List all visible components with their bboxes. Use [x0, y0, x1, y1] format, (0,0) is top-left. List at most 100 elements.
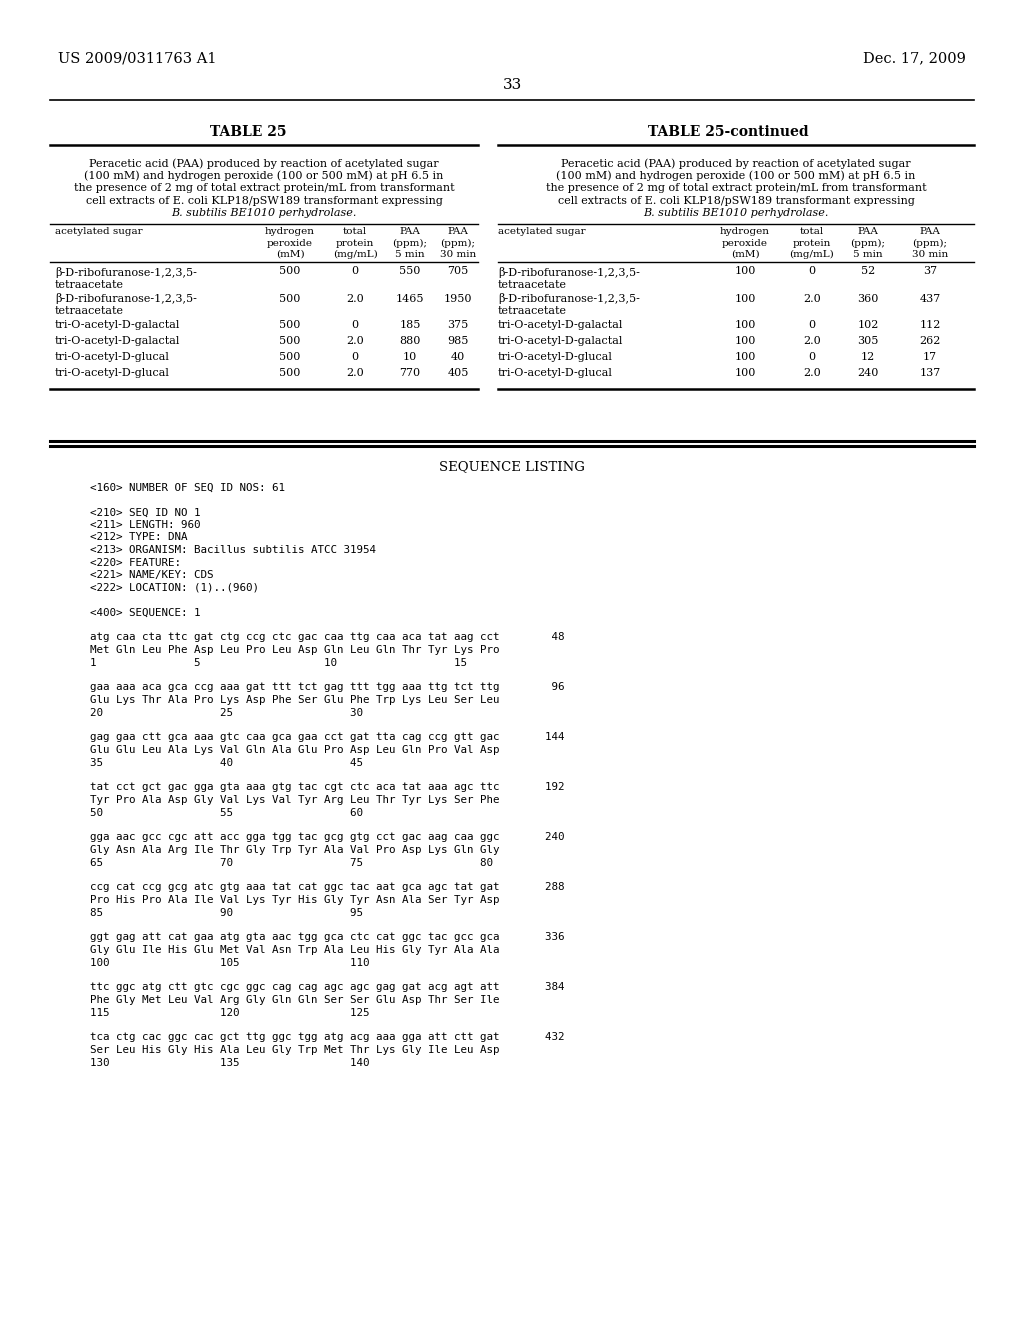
Text: PAA
(ppm);
30 min: PAA (ppm); 30 min [440, 227, 476, 259]
Text: tri-O-acetyl-D-galactal: tri-O-acetyl-D-galactal [498, 321, 624, 330]
Text: TABLE 25: TABLE 25 [210, 125, 287, 139]
Text: TABLE 25-continued: TABLE 25-continued [648, 125, 808, 139]
Text: total
protein
(mg/mL): total protein (mg/mL) [790, 227, 835, 259]
Text: <213> ORGANISM: Bacillus subtilis ATCC 31954: <213> ORGANISM: Bacillus subtilis ATCC 3… [90, 545, 376, 554]
Text: 405: 405 [447, 368, 469, 379]
Text: 100: 100 [734, 267, 756, 276]
Text: B. subtilis BE1010 perhydrolase.: B. subtilis BE1010 perhydrolase. [171, 209, 356, 218]
Text: 130                 135                 140: 130 135 140 [90, 1057, 370, 1068]
Text: tri-O-acetyl-D-glucal: tri-O-acetyl-D-glucal [55, 352, 170, 363]
Text: <222> LOCATION: (1)..(960): <222> LOCATION: (1)..(960) [90, 582, 259, 593]
Text: Phe Gly Met Leu Val Arg Gly Gln Gln Ser Ser Glu Asp Thr Ser Ile: Phe Gly Met Leu Val Arg Gly Gln Gln Ser … [90, 995, 500, 1005]
Text: 550: 550 [399, 267, 421, 276]
Text: 305: 305 [857, 337, 879, 346]
Text: Peracetic acid (PAA) produced by reaction of acetylated sugar: Peracetic acid (PAA) produced by reactio… [89, 158, 439, 169]
Text: Glu Lys Thr Ala Pro Lys Asp Phe Ser Glu Phe Trp Lys Leu Ser Leu: Glu Lys Thr Ala Pro Lys Asp Phe Ser Glu … [90, 696, 500, 705]
Text: 2.0: 2.0 [346, 293, 364, 304]
Text: 500: 500 [280, 321, 301, 330]
Text: 17: 17 [923, 352, 937, 363]
Text: atg caa cta ttc gat ctg ccg ctc gac caa ttg caa aca tat aag cct        48: atg caa cta ttc gat ctg ccg ctc gac caa … [90, 632, 564, 643]
Text: 102: 102 [857, 321, 879, 330]
Text: 2.0: 2.0 [346, 337, 364, 346]
Text: gga aac gcc cgc att acc gga tgg tac gcg gtg cct gac aag caa ggc       240: gga aac gcc cgc att acc gga tgg tac gcg … [90, 833, 564, 842]
Text: (100 mM) and hydrogen peroxide (100 or 500 mM) at pH 6.5 in: (100 mM) and hydrogen peroxide (100 or 5… [84, 170, 443, 181]
Text: B. subtilis BE1010 perhydrolase.: B. subtilis BE1010 perhydrolase. [643, 209, 828, 218]
Text: 500: 500 [280, 337, 301, 346]
Text: tri-O-acetyl-D-galactal: tri-O-acetyl-D-galactal [498, 337, 624, 346]
Text: SEQUENCE LISTING: SEQUENCE LISTING [439, 461, 585, 474]
Text: β-D-ribofuranose-1,2,3,5-: β-D-ribofuranose-1,2,3,5- [498, 293, 640, 305]
Text: 500: 500 [280, 352, 301, 363]
Text: 500: 500 [280, 368, 301, 379]
Text: <400> SEQUENCE: 1: <400> SEQUENCE: 1 [90, 607, 201, 618]
Text: hydrogen
peroxide
(mM): hydrogen peroxide (mM) [265, 227, 315, 259]
Text: Dec. 17, 2009: Dec. 17, 2009 [863, 51, 966, 65]
Text: 100: 100 [734, 337, 756, 346]
Text: 10: 10 [402, 352, 417, 363]
Text: 0: 0 [808, 267, 815, 276]
Text: gaa aaa aca gca ccg aaa gat ttt tct gag ttt tgg aaa ttg tct ttg        96: gaa aaa aca gca ccg aaa gat ttt tct gag … [90, 682, 564, 693]
Text: tetraacetate: tetraacetate [55, 280, 124, 289]
Text: ccg cat ccg gcg atc gtg aaa tat cat ggc tac aat gca agc tat gat       288: ccg cat ccg gcg atc gtg aaa tat cat ggc … [90, 883, 564, 892]
Text: 85                  90                  95: 85 90 95 [90, 908, 362, 917]
Text: PAA
(ppm);
30 min: PAA (ppm); 30 min [912, 227, 948, 259]
Text: 360: 360 [857, 293, 879, 304]
Text: tri-O-acetyl-D-glucal: tri-O-acetyl-D-glucal [55, 368, 170, 379]
Text: 0: 0 [808, 321, 815, 330]
Text: 2.0: 2.0 [803, 368, 821, 379]
Text: β-D-ribofuranose-1,2,3,5-: β-D-ribofuranose-1,2,3,5- [55, 267, 197, 277]
Text: <210> SEQ ID NO 1: <210> SEQ ID NO 1 [90, 507, 201, 517]
Text: 112: 112 [920, 321, 941, 330]
Text: 2.0: 2.0 [346, 368, 364, 379]
Text: tri-O-acetyl-D-glucal: tri-O-acetyl-D-glucal [498, 368, 613, 379]
Text: 100: 100 [734, 293, 756, 304]
Text: ggt gag att cat gaa atg gta aac tgg gca ctc cat ggc tac gcc gca       336: ggt gag att cat gaa atg gta aac tgg gca … [90, 932, 564, 942]
Text: tri-O-acetyl-D-galactal: tri-O-acetyl-D-galactal [55, 321, 180, 330]
Text: 33: 33 [503, 78, 521, 92]
Text: tetraacetate: tetraacetate [55, 306, 124, 317]
Text: 500: 500 [280, 267, 301, 276]
Text: tri-O-acetyl-D-glucal: tri-O-acetyl-D-glucal [498, 352, 613, 363]
Text: 0: 0 [808, 352, 815, 363]
Text: 2.0: 2.0 [803, 293, 821, 304]
Text: gag gaa ctt gca aaa gtc caa gca gaa cct gat tta cag ccg gtt gac       144: gag gaa ctt gca aaa gtc caa gca gaa cct … [90, 733, 564, 742]
Text: <220> FEATURE:: <220> FEATURE: [90, 557, 181, 568]
Text: tat cct gct gac gga gta aaa gtg tac cgt ctc aca tat aaa agc ttc       192: tat cct gct gac gga gta aaa gtg tac cgt … [90, 783, 564, 792]
Text: 2.0: 2.0 [803, 337, 821, 346]
Text: 0: 0 [351, 267, 358, 276]
Text: Ser Leu His Gly His Ala Leu Gly Trp Met Thr Lys Gly Ile Leu Asp: Ser Leu His Gly His Ala Leu Gly Trp Met … [90, 1045, 500, 1055]
Text: 50                  55                  60: 50 55 60 [90, 808, 362, 817]
Text: US 2009/0311763 A1: US 2009/0311763 A1 [58, 51, 216, 65]
Text: 20                  25                  30: 20 25 30 [90, 708, 362, 718]
Text: total
protein
(mg/mL): total protein (mg/mL) [333, 227, 378, 259]
Text: 375: 375 [447, 321, 469, 330]
Text: (100 mM) and hydrogen peroxide (100 or 500 mM) at pH 6.5 in: (100 mM) and hydrogen peroxide (100 or 5… [556, 170, 915, 181]
Text: 985: 985 [447, 337, 469, 346]
Text: tetraacetate: tetraacetate [498, 306, 567, 317]
Text: 35                  40                  45: 35 40 45 [90, 758, 362, 767]
Text: acetylated sugar: acetylated sugar [498, 227, 586, 236]
Text: 0: 0 [351, 352, 358, 363]
Text: 0: 0 [351, 321, 358, 330]
Text: Gly Asn Ala Arg Ile Thr Gly Trp Tyr Ala Val Pro Asp Lys Gln Gly: Gly Asn Ala Arg Ile Thr Gly Trp Tyr Ala … [90, 845, 500, 855]
Text: <221> NAME/KEY: CDS: <221> NAME/KEY: CDS [90, 570, 213, 579]
Text: the presence of 2 mg of total extract protein/mL from transformant: the presence of 2 mg of total extract pr… [546, 183, 927, 193]
Text: β-D-ribofuranose-1,2,3,5-: β-D-ribofuranose-1,2,3,5- [55, 293, 197, 305]
Text: tetraacetate: tetraacetate [498, 280, 567, 289]
Text: 100: 100 [734, 321, 756, 330]
Text: <211> LENGTH: 960: <211> LENGTH: 960 [90, 520, 201, 531]
Text: Met Gln Leu Phe Asp Leu Pro Leu Asp Gln Leu Gln Thr Tyr Lys Pro: Met Gln Leu Phe Asp Leu Pro Leu Asp Gln … [90, 645, 500, 655]
Text: Gly Glu Ile His Glu Met Val Asn Trp Ala Leu His Gly Tyr Ala Ala: Gly Glu Ile His Glu Met Val Asn Trp Ala … [90, 945, 500, 954]
Text: 240: 240 [857, 368, 879, 379]
Text: cell extracts of E. coli KLP18/pSW189 transformant expressing: cell extracts of E. coli KLP18/pSW189 tr… [86, 195, 442, 206]
Text: 185: 185 [399, 321, 421, 330]
Text: 437: 437 [920, 293, 941, 304]
Text: 100: 100 [734, 368, 756, 379]
Text: acetylated sugar: acetylated sugar [55, 227, 142, 236]
Text: 12: 12 [861, 352, 876, 363]
Text: 137: 137 [920, 368, 941, 379]
Text: ttc ggc atg ctt gtc cgc ggc cag cag agc agc gag gat acg agt att       384: ttc ggc atg ctt gtc cgc ggc cag cag agc … [90, 982, 564, 993]
Text: Pro His Pro Ala Ile Val Lys Tyr His Gly Tyr Asn Ala Ser Tyr Asp: Pro His Pro Ala Ile Val Lys Tyr His Gly … [90, 895, 500, 906]
Text: PAA
(ppm);
5 min: PAA (ppm); 5 min [392, 227, 427, 259]
Text: <212> TYPE: DNA: <212> TYPE: DNA [90, 532, 187, 543]
